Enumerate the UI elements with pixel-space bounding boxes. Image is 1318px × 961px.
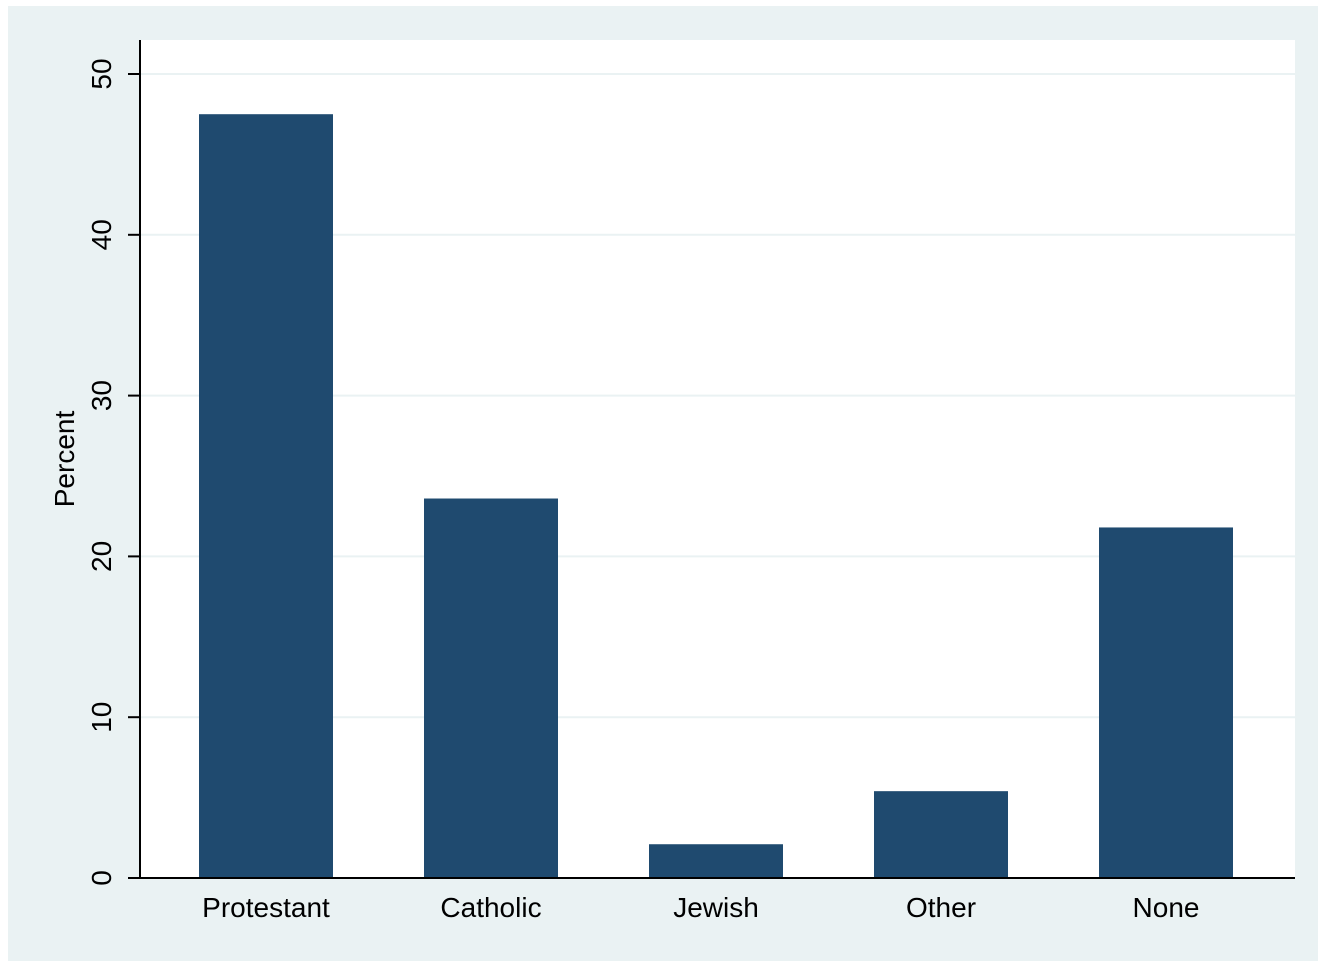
x-tick-labels: Protestant Catholic Jewish Other None [202, 892, 1199, 923]
bar-other [874, 791, 1008, 878]
y-tick-label-30: 30 [86, 380, 117, 411]
bar-none [1099, 527, 1233, 878]
bar-protestant [199, 114, 333, 878]
y-tick-label-10: 10 [86, 702, 117, 733]
y-tick-labels: 0 10 20 30 40 50 [86, 58, 117, 885]
y-axis-title: Percent [49, 411, 80, 508]
x-tick-label-other: Other [906, 892, 976, 923]
x-tick-label-jewish: Jewish [673, 892, 759, 923]
x-tick-label-catholic: Catholic [440, 892, 541, 923]
bars [199, 114, 1233, 878]
bar-catholic [424, 498, 558, 878]
y-tick-label-0: 0 [86, 870, 117, 886]
y-tick-label-50: 50 [86, 58, 117, 89]
bar-jewish [649, 844, 783, 878]
axes [128, 40, 1295, 879]
y-tick-label-20: 20 [86, 541, 117, 572]
x-tick-label-none: None [1133, 892, 1200, 923]
y-tick-label-40: 40 [86, 219, 117, 250]
x-tick-label-protestant: Protestant [202, 892, 330, 923]
